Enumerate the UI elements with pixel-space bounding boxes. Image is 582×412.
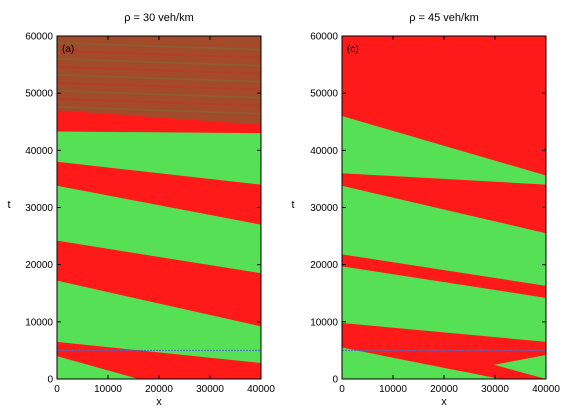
- y-tick-label: 60000: [310, 32, 338, 43]
- mixed-streak: [57, 65, 261, 75]
- panel-a-title: ρ = 30 veh/km: [124, 12, 194, 24]
- red-band-bottom: [57, 346, 185, 379]
- y-tick-label: 0: [47, 375, 53, 386]
- y-tick-label: 0: [332, 375, 338, 386]
- panel-c-xlabel: x: [441, 396, 447, 407]
- green-corner: [57, 356, 139, 379]
- panel-a-label: (a): [62, 44, 74, 55]
- green-band: [57, 131, 261, 185]
- x-tick-label: 10000: [94, 384, 122, 395]
- mixed-streak: [57, 41, 261, 51]
- mixed-region: [57, 36, 261, 125]
- mixed-streak: [57, 49, 261, 59]
- green-corner: [342, 347, 501, 379]
- panel-c: ρ = 45 veh/km 0 10000 20000 30000 40000 50000…: [291, 12, 560, 408]
- mixed-streak: [57, 73, 261, 83]
- mixed-streak: [57, 89, 261, 99]
- green-band: [342, 116, 546, 185]
- y-tick-label: 50000: [310, 89, 338, 100]
- x-tick-label: 40000: [247, 384, 275, 395]
- panel-a-xlabel: x: [156, 396, 162, 407]
- y-tick-label: 50000: [25, 89, 53, 100]
- panel-c-label: (c): [347, 44, 359, 55]
- y-tick-label: 20000: [310, 260, 338, 271]
- mixed-streak: [57, 97, 261, 107]
- plot-content: [342, 36, 546, 379]
- panel-c-plot-area: 0 10000 20000 30000 40000 50000 60000 0 10000 200…: [310, 32, 560, 396]
- y-tick-label: 30000: [310, 203, 338, 214]
- green-band: [57, 185, 261, 274]
- x-tick-label: 40000: [532, 384, 560, 395]
- x-tick-label: 20000: [430, 384, 458, 395]
- green-band: [57, 280, 261, 363]
- mixed-streak: [57, 105, 261, 115]
- panel-c-title: ρ = 45 veh/km: [409, 12, 479, 24]
- green-band: [342, 266, 546, 342]
- x-tick-label: 0: [54, 384, 60, 395]
- x-tick-label: 10000: [379, 384, 407, 395]
- plot-content: [57, 36, 261, 379]
- panel-c-ylabel: t: [291, 199, 294, 211]
- x-tick-label: 30000: [481, 384, 509, 395]
- mixed-streak: [57, 81, 261, 91]
- y-tick-label: 10000: [310, 317, 338, 328]
- y-tick-label: 40000: [25, 146, 53, 157]
- mixed-streak: [57, 57, 261, 67]
- x-tick-label: 0: [339, 384, 345, 395]
- panel-a-plot-area: 0 10000 20000 30000 40000 50000 60000 0 10000 200…: [25, 32, 275, 396]
- red-band-bottom: [342, 322, 546, 379]
- x-tick-label: 30000: [196, 384, 224, 395]
- y-tick-label: 60000: [25, 32, 53, 43]
- y-tick-label: 10000: [25, 317, 53, 328]
- y-tick-label: 30000: [25, 203, 53, 214]
- green-band: [342, 185, 546, 286]
- y-tick-label: 20000: [25, 260, 53, 271]
- y-tick-label: 40000: [310, 146, 338, 157]
- x-tick-label: 20000: [145, 384, 173, 395]
- panel-a: ρ = 30 veh/km 0 10000 20000 30000 40000 50000…: [7, 12, 275, 408]
- panel-a-ylabel: t: [7, 199, 10, 211]
